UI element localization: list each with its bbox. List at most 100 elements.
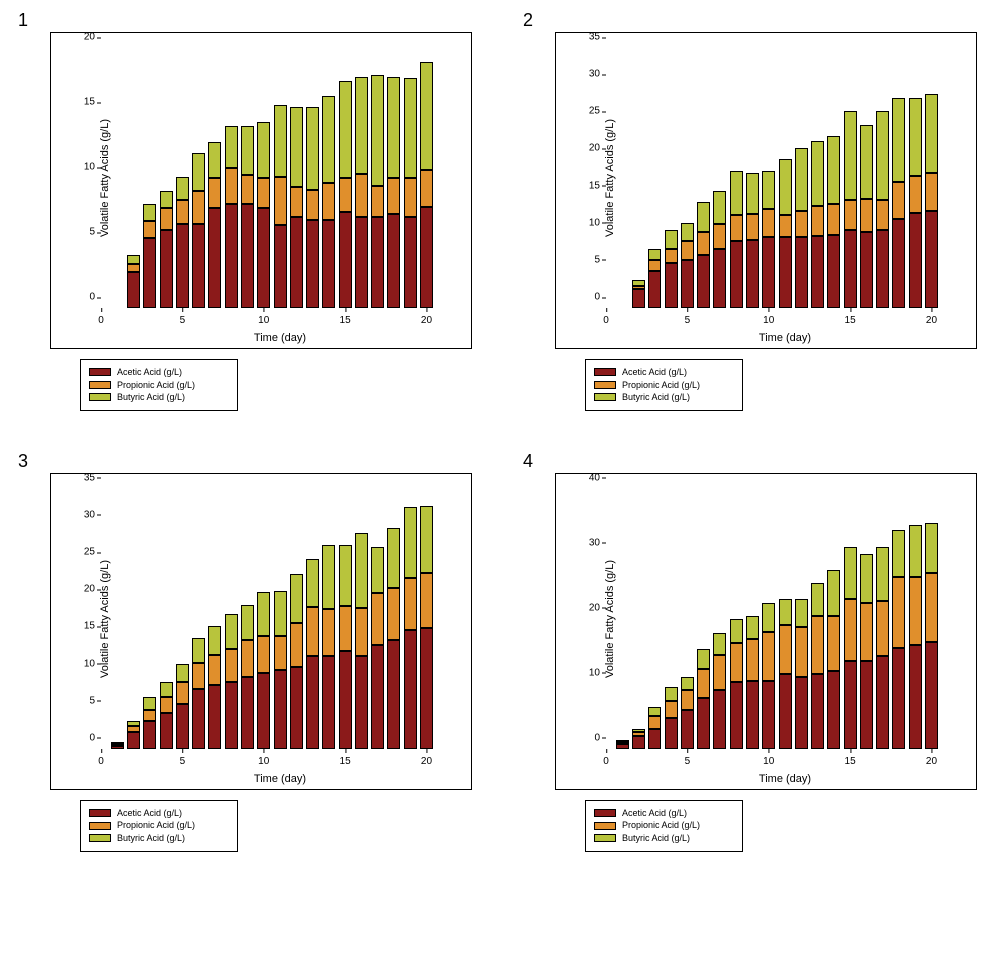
x-tick: 15 [340, 315, 351, 326]
legend-item-propionic: Propionic Acid (g/L) [594, 819, 734, 832]
legend-swatch [594, 834, 616, 842]
legend-swatch [594, 822, 616, 830]
legend-label: Propionic Acid (g/L) [117, 379, 195, 392]
x-axis-label: Time (day) [254, 773, 306, 785]
butyric-seg [257, 592, 270, 636]
legend-swatch [89, 809, 111, 817]
bar-day-14 [322, 96, 335, 308]
legend-item-butyric: Butyric Acid (g/L) [594, 391, 734, 404]
bar-day-16 [860, 125, 873, 308]
propionic-seg [355, 174, 368, 217]
bar-day-8 [225, 614, 238, 749]
propionic-seg [697, 232, 710, 254]
bar-day-20 [925, 523, 938, 749]
propionic-seg [762, 632, 775, 681]
x-tick: 5 [180, 756, 186, 767]
x-tick: 20 [926, 756, 937, 767]
bar-day-19 [404, 507, 417, 748]
acetic-seg [306, 656, 319, 749]
acetic-seg [225, 204, 238, 308]
acetic-seg [909, 645, 922, 749]
butyric-seg [827, 136, 840, 204]
x-axis: 05101520Time (day) [101, 308, 459, 348]
propionic-seg [681, 241, 694, 260]
bar-day-18 [892, 530, 905, 749]
bar-day-18 [892, 98, 905, 308]
acetic-seg [257, 673, 270, 749]
bar-day-5 [681, 677, 694, 749]
y-tick: 10 [84, 162, 95, 173]
propionic-seg [420, 573, 433, 629]
bar-day-13 [306, 107, 319, 308]
propionic-seg [143, 221, 156, 238]
propionic-seg [925, 173, 938, 212]
y-tick: 35 [84, 472, 95, 483]
propionic-seg [176, 682, 189, 704]
acetic-seg [257, 208, 270, 308]
x-tick: 10 [763, 756, 774, 767]
propionic-seg [648, 260, 661, 271]
x-axis-label: Time (day) [759, 773, 811, 785]
acetic-seg [827, 671, 840, 749]
acetic-seg [730, 241, 743, 308]
acetic-seg [176, 224, 189, 309]
butyric-seg [811, 141, 824, 206]
legend: Acetic Acid (g/L)Propionic Acid (g/L)But… [585, 359, 743, 411]
bar-day-13 [811, 583, 824, 749]
butyric-seg [713, 633, 726, 654]
butyric-seg [339, 545, 352, 606]
propionic-seg [257, 178, 270, 208]
butyric-seg [648, 707, 661, 717]
propionic-seg [844, 599, 857, 661]
legend-item-acetic: Acetic Acid (g/L) [594, 366, 734, 379]
chart-panel-2: 205101520253035Volatile Fatty Acids (g/L… [515, 10, 990, 411]
butyric-seg [811, 583, 824, 616]
bar-day-3 [143, 697, 156, 749]
bar-day-1 [111, 742, 124, 749]
propionic-seg [127, 264, 140, 272]
butyric-seg [795, 599, 808, 626]
propionic-seg [404, 578, 417, 630]
acetic-seg [355, 217, 368, 308]
bar-day-11 [274, 591, 287, 748]
acetic-seg [779, 237, 792, 308]
bar-day-14 [827, 570, 840, 749]
propionic-seg [404, 178, 417, 217]
propionic-seg [225, 168, 238, 204]
acetic-seg [681, 710, 694, 749]
acetic-seg [160, 230, 173, 308]
bar-day-6 [192, 153, 205, 308]
acetic-seg [746, 681, 759, 749]
acetic-seg [730, 682, 743, 748]
propionic-seg [713, 224, 726, 249]
propionic-seg [844, 200, 857, 230]
acetic-seg [192, 689, 205, 748]
acetic-seg [876, 656, 889, 748]
propionic-seg [746, 639, 759, 681]
y-tick: 0 [89, 732, 95, 743]
propionic-seg [371, 186, 384, 217]
acetic-seg [208, 685, 221, 749]
bar-day-10 [762, 171, 775, 308]
y-tick: 15 [84, 621, 95, 632]
propionic-seg [730, 215, 743, 241]
bar-day-20 [420, 506, 433, 749]
bar-day-2 [632, 729, 645, 749]
butyric-seg [665, 230, 678, 249]
x-tick: 10 [763, 315, 774, 326]
plot-area [606, 48, 964, 308]
bar-day-19 [404, 78, 417, 308]
chart-panel-4: 4010203040Volatile Fatty Acids (g/L)0510… [515, 451, 990, 852]
bar-day-7 [713, 633, 726, 749]
bar-day-18 [387, 528, 400, 749]
butyric-seg [127, 255, 140, 264]
x-tick: 0 [98, 315, 104, 326]
butyric-seg [208, 626, 221, 656]
bar-day-2 [632, 280, 645, 308]
bar-day-5 [681, 223, 694, 308]
butyric-seg [892, 530, 905, 577]
propionic-seg [779, 625, 792, 674]
chart-box: 05101520253035Volatile Fatty Acids (g/L)… [50, 473, 472, 790]
butyric-seg [730, 171, 743, 216]
propionic-seg [208, 178, 221, 208]
